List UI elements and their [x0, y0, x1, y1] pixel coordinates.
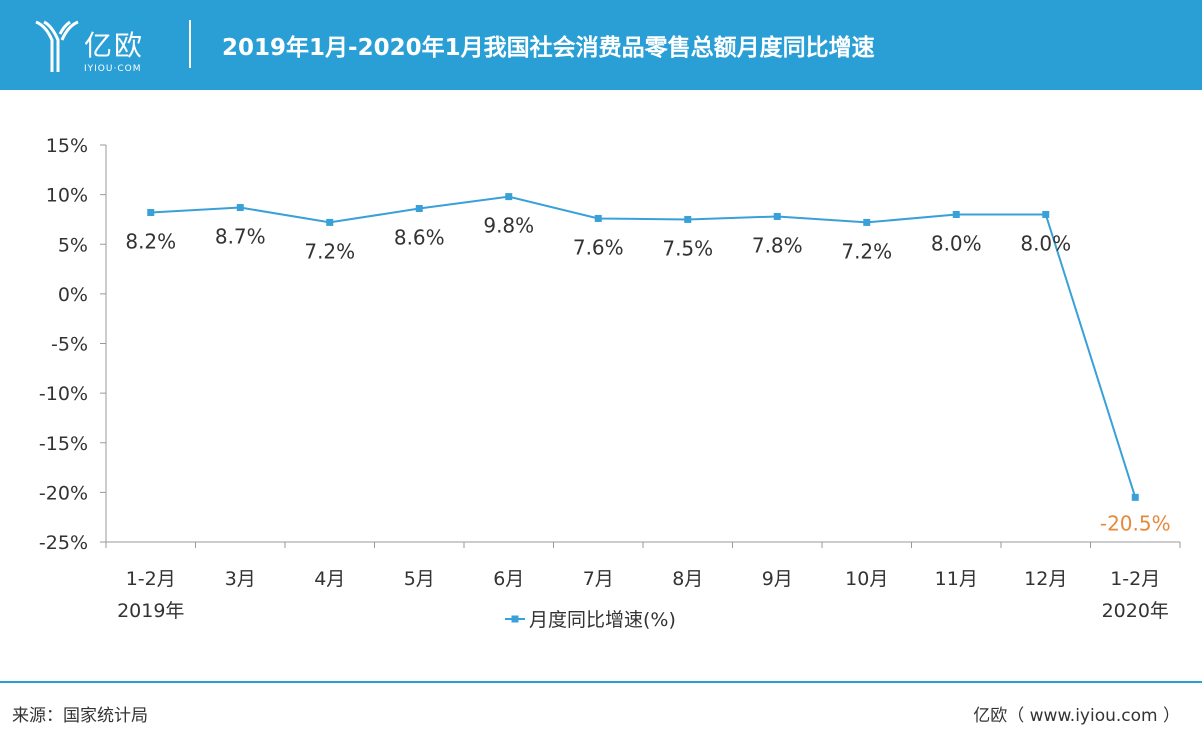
x-tick-label: 1-2月	[1110, 568, 1160, 590]
data-labels: 8.2% 8.7% 7.2% 8.6% 9.8% 7.6% 7.5% 7.8% 7.2% 8.0%…	[125, 214, 1170, 536]
data-point	[684, 215, 692, 223]
data-value-label: 8.6%	[394, 226, 445, 250]
x-tick-label: 1-2月	[126, 568, 176, 590]
data-value-label: 8.7%	[215, 225, 266, 249]
x-tick-label: 12月	[1024, 568, 1067, 590]
legend-marker	[511, 615, 519, 623]
y-tick-label: -5%	[51, 334, 88, 356]
x-tick-label: 9月	[762, 568, 793, 590]
series-line	[150, 195, 1137, 498]
chart-legend: 月度同比增速(%)	[505, 609, 676, 631]
data-value-label: 9.8%	[483, 214, 534, 238]
series-line-group	[147, 193, 1139, 501]
legend-label: 月度同比增速(%)	[529, 609, 676, 631]
data-point	[326, 218, 334, 226]
x-tick-label: 7月	[583, 568, 614, 590]
site-credit: 亿欧（ www.iyiou.com ）	[973, 706, 1180, 726]
x-axis: 1-2月 2019年 3月 4月 5月 6月 7月 8月 9月 10月 11月 12月 1-2月 2020…	[105, 541, 1181, 622]
y-tick-label: -15%	[39, 433, 88, 455]
data-point	[594, 214, 602, 222]
source-note: 来源：国家统计局	[12, 706, 148, 726]
y-tick-label: 5%	[58, 234, 88, 256]
data-value-label: 7.2%	[841, 239, 892, 263]
y-tick-label: -25%	[39, 532, 88, 554]
data-point	[505, 193, 513, 201]
logo-subtext: IYIOU·COM	[84, 64, 142, 74]
x-tick-label: 10月	[845, 568, 888, 590]
x-tick-label: 4月	[314, 568, 345, 590]
data-point	[773, 212, 781, 220]
y-tick-label: 10%	[46, 185, 88, 207]
yiou-logo-icon	[35, 20, 79, 72]
footer-divider	[0, 681, 1202, 683]
data-point	[415, 205, 423, 213]
y-tick-label: 15%	[46, 135, 88, 157]
yiou-logo[interactable]: 亿欧 IYIOU·COM	[32, 10, 172, 80]
y-axis: 15% 10% 5% 0% -5% -10% -15% -20% -25%	[39, 135, 107, 554]
x-year-label: 2019年	[117, 600, 184, 622]
data-point	[1131, 493, 1139, 501]
data-value-label: 7.5%	[662, 236, 713, 260]
data-point	[236, 204, 244, 212]
data-point	[863, 218, 871, 226]
header-divider	[189, 20, 191, 68]
x-tick-label: 3月	[225, 568, 256, 590]
logo-wordmark: 亿欧	[84, 29, 145, 62]
line-chart: 15% 10% 5% 0% -5% -10% -15% -20% -25% 1-2月 2019年 3…	[39, 135, 1181, 631]
y-tick-label: -20%	[39, 482, 88, 504]
page-title: 2019年1月-2020年1月我国社会消费品零售总额月度同比增速	[222, 35, 875, 61]
data-point	[1042, 210, 1050, 218]
x-tick-label: 5月	[404, 568, 435, 590]
x-tick-label: 6月	[493, 568, 524, 590]
data-value-label: 7.6%	[573, 235, 624, 259]
data-point	[952, 210, 960, 218]
y-tick-label: -10%	[39, 383, 88, 405]
data-value-label: 8.0%	[931, 231, 982, 255]
data-point	[147, 208, 155, 216]
data-value-label: 8.2%	[125, 229, 176, 253]
data-value-label: 7.2%	[304, 239, 355, 263]
data-value-label: 7.8%	[752, 233, 803, 257]
x-tick-label: 8月	[672, 568, 703, 590]
x-year-label: 2020年	[1102, 600, 1169, 622]
header-bar: 亿欧 IYIOU·COM 2019年1月-2020年1月我国社会消费品零售总额月…	[0, 0, 1202, 90]
y-tick-label: 0%	[58, 284, 88, 306]
data-value-label: 8.0%	[1020, 231, 1071, 255]
x-tick-label: 11月	[935, 568, 978, 590]
data-value-label: -20.5%	[1100, 511, 1171, 535]
